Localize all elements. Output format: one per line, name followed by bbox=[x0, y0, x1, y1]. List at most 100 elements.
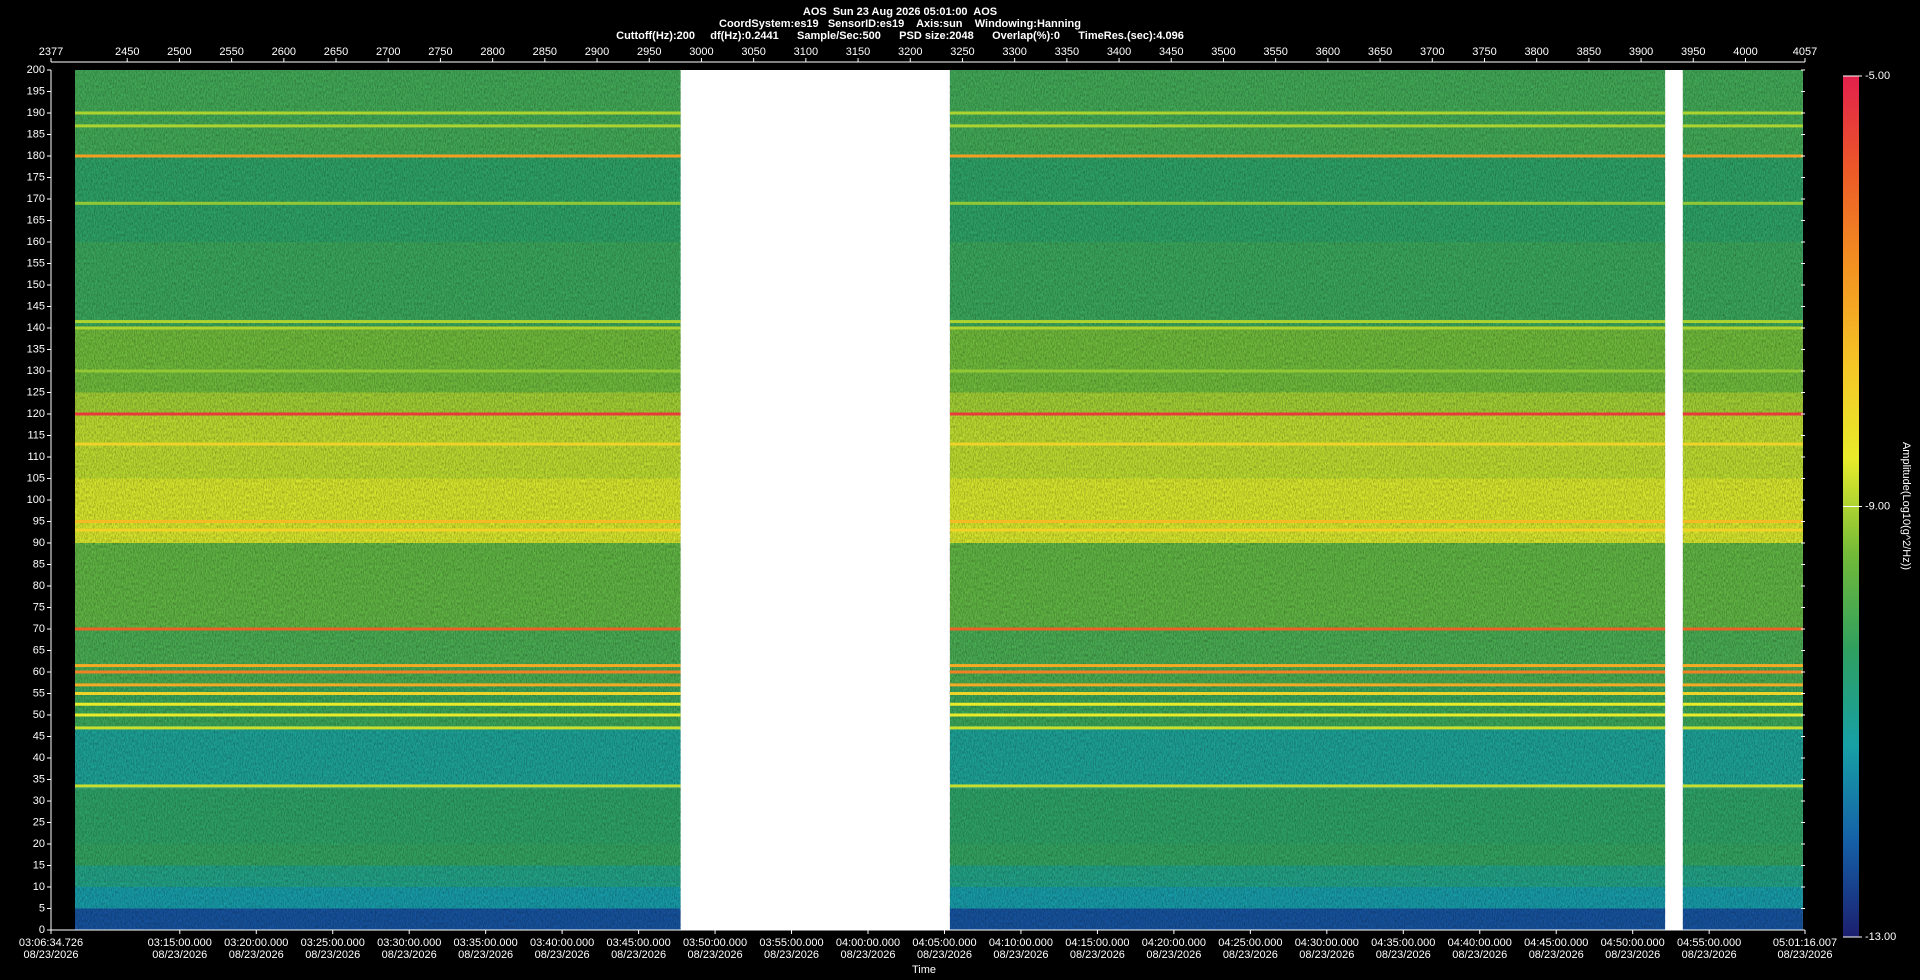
spectral-line bbox=[1682, 726, 1803, 730]
x-tick-date: 08/23/2026 bbox=[152, 949, 207, 961]
chart-subtitle: Cuttoff(Hz):200 df(Hz):0.2441 Sample/Sec… bbox=[616, 30, 1184, 42]
x-tick-label: 05:01:16.007 bbox=[1773, 937, 1837, 949]
x-tick-date: 08/23/2026 bbox=[611, 949, 666, 961]
y-tick-label: 45 bbox=[33, 730, 45, 742]
y-tick-label: 35 bbox=[33, 773, 45, 785]
x-tick-date: 08/23/2026 bbox=[229, 949, 284, 961]
y-tick-label: 100 bbox=[27, 494, 45, 506]
y-tick-label: 10 bbox=[33, 881, 45, 893]
x-axis-label: Time bbox=[912, 964, 936, 976]
y-tick-label: 60 bbox=[33, 666, 45, 678]
x2-tick-label: 2650 bbox=[324, 46, 348, 58]
x2-tick-label: 3200 bbox=[898, 46, 922, 58]
x2-tick-label: 2850 bbox=[533, 46, 557, 58]
x-tick-label: 03:40:00.000 bbox=[530, 937, 594, 949]
y-tick-label: 135 bbox=[27, 343, 45, 355]
spectral-line bbox=[949, 528, 1666, 532]
y-tick-label: 115 bbox=[27, 429, 45, 441]
spectral-line bbox=[949, 442, 1666, 446]
x2-tick-label: 2450 bbox=[115, 46, 139, 58]
chart-subtitle: CoordSystem:es19 SensorID:es19 Axis:sun … bbox=[719, 18, 1081, 30]
x2-tick-label: 3950 bbox=[1681, 46, 1705, 58]
x-tick-label: 04:30:00.000 bbox=[1295, 937, 1359, 949]
spectral-line bbox=[1682, 692, 1803, 695]
x2-tick-label: 4057 bbox=[1793, 46, 1817, 58]
spectral-line bbox=[1682, 326, 1803, 330]
y-tick-label: 0 bbox=[39, 924, 45, 936]
spectral-line bbox=[1682, 111, 1803, 115]
x-tick-date: 08/23/2026 bbox=[688, 949, 743, 961]
x-tick-date: 08/23/2026 bbox=[1070, 949, 1125, 961]
x-tick-label: 04:10:00.000 bbox=[989, 937, 1053, 949]
y-tick-label: 180 bbox=[27, 150, 45, 162]
x2-tick-label: 3900 bbox=[1629, 46, 1653, 58]
spectral-line bbox=[75, 784, 681, 788]
y-tick-label: 110 bbox=[27, 451, 45, 463]
y-tick-label: 145 bbox=[27, 300, 45, 312]
y-tick-label: 185 bbox=[27, 128, 45, 140]
spectral-line bbox=[949, 627, 1666, 631]
y-tick-label: 190 bbox=[27, 107, 45, 119]
colorbar-label: Amplitude(Log10(g^2/Hz)) bbox=[1900, 442, 1912, 570]
spectral-line bbox=[1682, 713, 1803, 717]
y-tick-label: 195 bbox=[27, 85, 45, 97]
y-tick-label: 30 bbox=[33, 795, 45, 807]
spectral-line bbox=[75, 154, 681, 158]
x-tick-date: 08/23/2026 bbox=[1299, 949, 1354, 961]
y-tick-label: 75 bbox=[33, 601, 45, 613]
spectral-line bbox=[949, 326, 1666, 330]
y-tick-label: 20 bbox=[33, 838, 45, 850]
x2-tick-label: 2800 bbox=[480, 46, 504, 58]
spectral-line bbox=[75, 702, 681, 706]
spectral-line bbox=[75, 111, 681, 115]
x2-tick-label: 3700 bbox=[1420, 46, 1444, 58]
chart-title: AOS Sun 23 Aug 2026 05:01:00 AOS bbox=[803, 6, 997, 18]
x2-tick-label: 2950 bbox=[637, 46, 661, 58]
spectral-line bbox=[1682, 670, 1803, 674]
noise-texture bbox=[949, 70, 1666, 930]
x-tick-label: 03:45:00.000 bbox=[606, 937, 670, 949]
y-tick-label: 25 bbox=[33, 816, 45, 828]
y-tick-label: 40 bbox=[33, 752, 45, 764]
x-tick-label: 04:00:00.000 bbox=[836, 937, 900, 949]
x-tick-label: 03:20:00.000 bbox=[224, 937, 288, 949]
x-tick-label: 03:35:00.000 bbox=[454, 937, 518, 949]
spectral-line bbox=[75, 692, 681, 695]
y-tick-label: 90 bbox=[33, 537, 45, 549]
x-tick-label: 03:50:00.000 bbox=[683, 937, 747, 949]
x2-tick-label: 2600 bbox=[272, 46, 296, 58]
y-tick-label: 140 bbox=[27, 322, 45, 334]
spectral-line bbox=[949, 670, 1666, 674]
spectral-line bbox=[75, 520, 681, 523]
spectral-line bbox=[1682, 201, 1803, 205]
spectral-line bbox=[75, 442, 681, 446]
y-tick-label: 50 bbox=[33, 709, 45, 721]
spectral-line bbox=[75, 528, 681, 532]
spectral-line bbox=[949, 412, 1666, 416]
spectral-line bbox=[949, 692, 1666, 695]
x-tick-date: 08/23/2026 bbox=[1146, 949, 1201, 961]
spectral-line bbox=[75, 627, 681, 631]
x-tick-date: 08/23/2026 bbox=[1605, 949, 1660, 961]
spectral-line bbox=[1682, 124, 1803, 128]
spectral-line bbox=[949, 111, 1666, 115]
x-tick-label: 04:05:00.000 bbox=[912, 937, 976, 949]
spectral-line bbox=[1682, 369, 1803, 373]
x-tick-date: 08/23/2026 bbox=[1223, 949, 1278, 961]
spectral-line bbox=[75, 320, 681, 324]
spectral-line bbox=[949, 201, 1666, 205]
spectral-line bbox=[1682, 320, 1803, 324]
spectral-line bbox=[949, 369, 1666, 373]
x2-tick-label: 2550 bbox=[219, 46, 243, 58]
x-tick-label: 04:55:00.000 bbox=[1677, 937, 1741, 949]
spectral-line bbox=[75, 683, 681, 687]
spectral-line bbox=[75, 713, 681, 717]
data-segment bbox=[75, 70, 681, 930]
spectral-line bbox=[75, 670, 681, 674]
x2-tick-label: 2700 bbox=[376, 46, 400, 58]
x-tick-label: 04:50:00.000 bbox=[1601, 937, 1665, 949]
x-tick-label: 04:45:00.000 bbox=[1524, 937, 1588, 949]
x-tick-label: 03:15:00.000 bbox=[148, 937, 212, 949]
y-tick-label: 200 bbox=[27, 64, 45, 76]
